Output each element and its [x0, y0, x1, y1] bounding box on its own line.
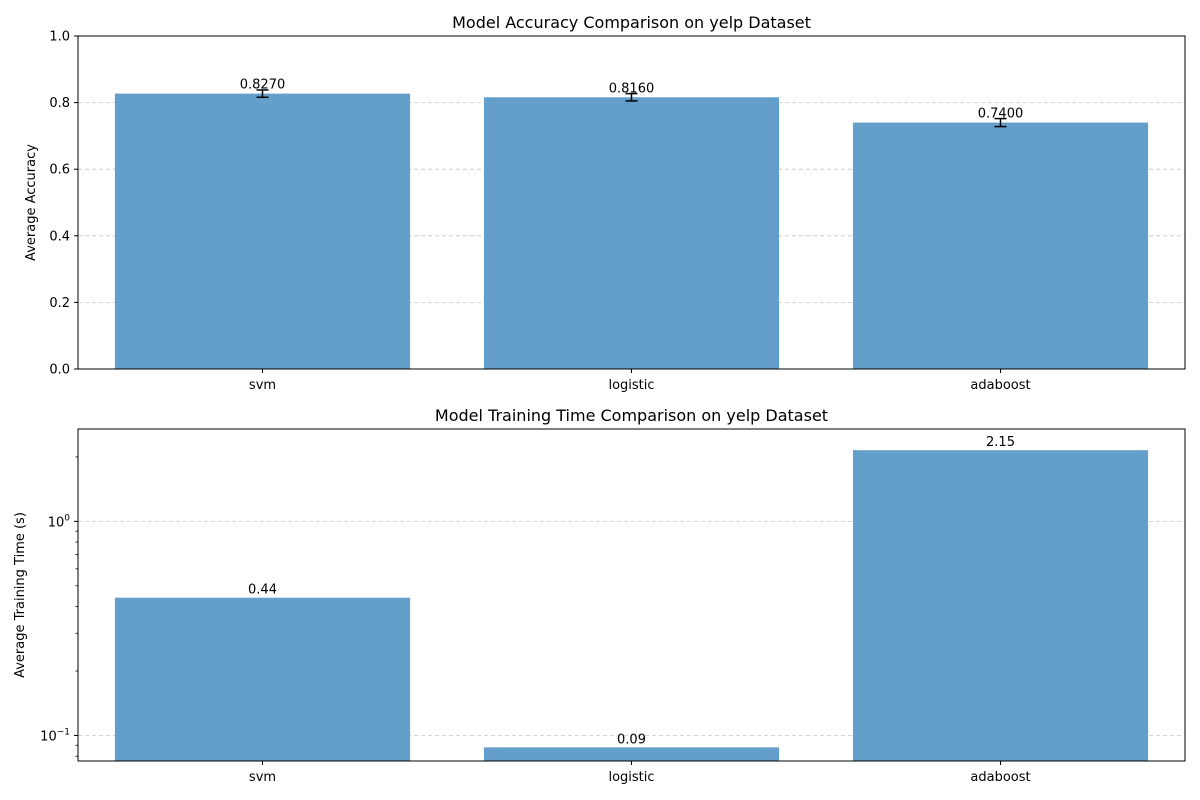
y-tick-label: 1.0: [49, 30, 70, 45]
x-tick-label-svm: svm: [249, 770, 276, 785]
y-tick-label: 0.4: [49, 229, 70, 244]
x-tick-label-logistic: logistic: [608, 378, 654, 393]
bar-adaboost: [852, 450, 1149, 761]
x-tick-label-adaboost: adaboost: [970, 770, 1030, 785]
training-time-chart: 0.44 0.09 2.15 svm logistic adaboost 10−1 100 Mo…: [13, 406, 1186, 785]
y-tick-label: 100: [48, 513, 71, 530]
value-label-svm: 0.44: [248, 583, 277, 598]
y-tick-label: 0.8: [49, 96, 70, 111]
chart-title: Model Accuracy Comparison on yelp Datase…: [452, 13, 811, 32]
y-tick-label: 10−1: [40, 727, 70, 744]
y-axis-label: Average Training Time (s): [13, 512, 28, 678]
value-label-adaboost: 2.15: [986, 435, 1015, 450]
y-tick-label: 0.0: [49, 363, 70, 378]
bar-adaboost: [852, 122, 1149, 369]
value-label-logistic: 0.8160: [609, 81, 655, 96]
x-tick-label-svm: svm: [249, 378, 276, 393]
x-tick-label-adaboost: adaboost: [970, 378, 1030, 393]
value-label-adaboost: 0.7400: [978, 107, 1024, 122]
bar-logistic: [483, 97, 780, 369]
x-tick-label-logistic: logistic: [608, 770, 654, 785]
bar-svm: [114, 93, 411, 369]
bar-svm: [114, 597, 411, 761]
value-label-logistic: 0.09: [617, 732, 646, 747]
bar-logistic: [483, 747, 780, 761]
y-tick-label: 0.2: [49, 296, 70, 311]
y-tick-label: 0.6: [49, 163, 70, 178]
accuracy-chart: 0.8270 0.8160 0.7400 svm logistic adaboost 0.0…: [24, 13, 1186, 393]
y-axis-label: Average Accuracy: [24, 144, 39, 261]
chart-title: Model Training Time Comparison on yelp D…: [435, 406, 828, 425]
value-label-svm: 0.8270: [240, 78, 286, 93]
